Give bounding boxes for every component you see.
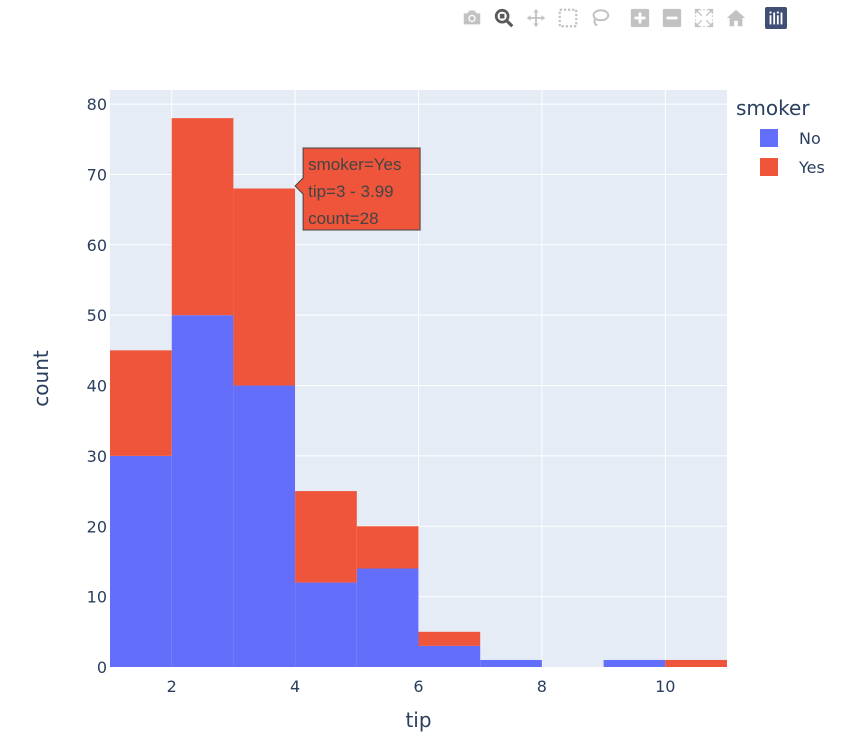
bar-yes-2[interactable] <box>171 118 234 316</box>
bar-yes-10[interactable] <box>665 659 727 667</box>
y-tick-label: 30 <box>87 447 107 466</box>
modebar <box>458 4 794 32</box>
legend-swatch <box>760 158 778 176</box>
bar-yes-1[interactable] <box>110 350 172 456</box>
x-axis-title: tip <box>405 708 431 732</box>
pan-icon[interactable] <box>522 4 550 32</box>
bar-yes-5[interactable] <box>356 526 419 569</box>
box-select-icon[interactable] <box>554 4 582 32</box>
y-tick-label: 80 <box>87 95 107 114</box>
bar-no-3[interactable] <box>233 385 296 667</box>
hover-label: smoker=Yes tip=3 - 3.99 count=28 <box>294 147 421 231</box>
y-tick-label: 60 <box>87 236 107 255</box>
x-tick-label: 4 <box>290 677 300 696</box>
y-tick-label: 10 <box>87 588 107 607</box>
bar-no-4[interactable] <box>295 582 357 667</box>
hover-text-line: count=28 <box>308 209 378 228</box>
y-tick-label: 70 <box>87 165 107 184</box>
legend-item-no[interactable]: No <box>760 129 821 148</box>
zoom-out-icon[interactable] <box>658 4 686 32</box>
bar-yes-3[interactable] <box>233 188 296 386</box>
x-tick-label: 6 <box>413 677 423 696</box>
autoscale-icon[interactable] <box>690 4 718 32</box>
y-tick-label: 0 <box>97 658 107 677</box>
bar-no-9[interactable] <box>603 659 666 667</box>
legend-swatch <box>760 129 778 147</box>
zoom-in-icon[interactable] <box>626 4 654 32</box>
bar-no-7[interactable] <box>480 659 542 667</box>
hover-text-line: tip=3 - 3.99 <box>308 182 394 201</box>
camera-icon[interactable] <box>458 4 486 32</box>
bars <box>110 118 727 667</box>
legend-title: smoker <box>736 96 810 120</box>
y-tick-label: 50 <box>87 306 107 325</box>
bar-yes-6[interactable] <box>418 631 481 646</box>
hover-box <box>294 147 421 231</box>
x-tick-label: 8 <box>537 677 547 696</box>
y-axis-ticks: 0 10 20 30 40 50 60 70 80 <box>87 95 107 677</box>
bar-yes-4[interactable] <box>295 491 357 583</box>
bar-no-6[interactable] <box>418 645 481 667</box>
y-tick-label: 20 <box>87 517 107 536</box>
bar-no-5[interactable] <box>356 568 419 667</box>
x-tick-label: 2 <box>167 677 177 696</box>
bar-no-2[interactable] <box>171 315 234 667</box>
legend-label: Yes <box>798 158 825 177</box>
x-tick-label: 10 <box>655 677 675 696</box>
x-axis-ticks: 2 4 6 8 10 <box>167 677 676 696</box>
zoom-icon[interactable] <box>490 4 518 32</box>
bar-no-1[interactable] <box>110 455 172 667</box>
y-axis-title: count <box>29 350 53 407</box>
legend: smoker No Yes <box>736 96 825 177</box>
reset-axes-icon[interactable] <box>722 4 750 32</box>
legend-label: No <box>799 129 821 148</box>
legend-item-yes[interactable]: Yes <box>760 158 825 177</box>
hover-text-line: smoker=Yes <box>308 155 401 174</box>
plotly-logo-icon[interactable] <box>762 4 790 32</box>
lasso-select-icon[interactable] <box>586 4 614 32</box>
y-tick-label: 40 <box>87 377 107 396</box>
